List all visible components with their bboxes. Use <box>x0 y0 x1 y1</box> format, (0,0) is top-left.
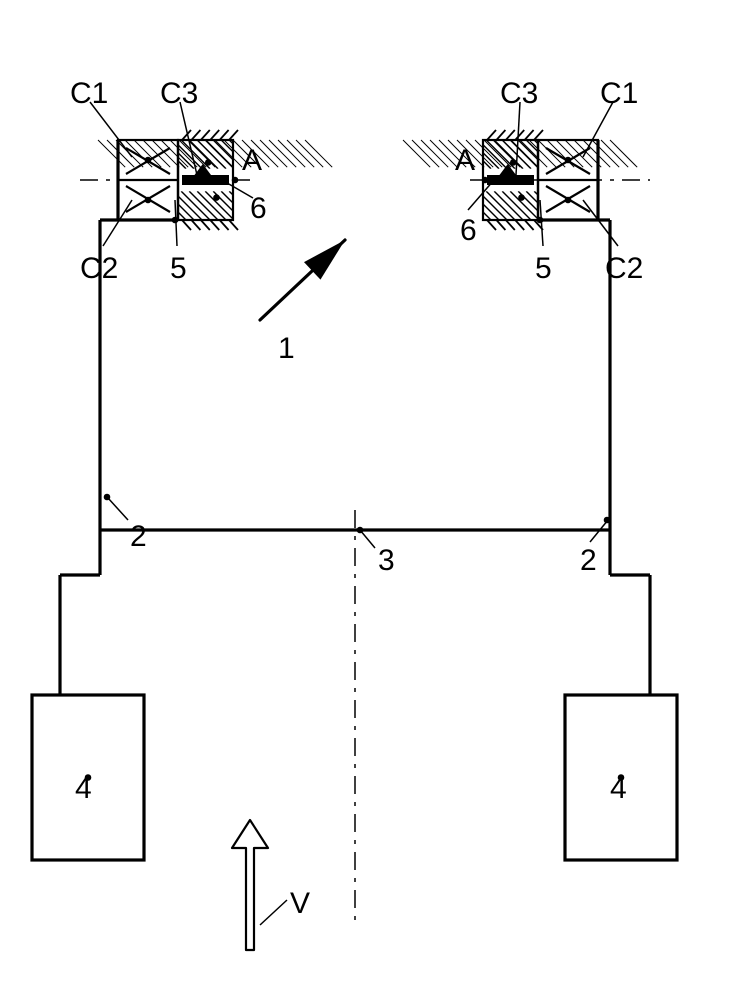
label-3: 3 <box>378 544 395 577</box>
label-C2-right: C2 <box>605 252 643 285</box>
label-1: 1 <box>278 332 295 365</box>
label-A-right: A <box>455 144 475 177</box>
label-4-left: 4 <box>75 772 92 805</box>
label-C1-left: C1 <box>70 77 108 110</box>
label-V: V <box>290 887 310 920</box>
label-C3-right: C3 <box>500 77 538 110</box>
label-5-right: 5 <box>535 252 552 285</box>
label-2-left: 2 <box>130 520 147 553</box>
label-6-left: 6 <box>250 192 267 225</box>
label-C2-left: C2 <box>80 252 118 285</box>
label-5-left: 5 <box>170 252 187 285</box>
label-C3-left: C3 <box>160 77 198 110</box>
label-4-right: 4 <box>610 772 627 805</box>
label-C1-right: C1 <box>600 77 638 110</box>
label-2-right: 2 <box>580 544 597 577</box>
arrow-V <box>232 820 268 950</box>
label-6-right: 6 <box>460 214 477 247</box>
label-A-left: A <box>242 144 262 177</box>
